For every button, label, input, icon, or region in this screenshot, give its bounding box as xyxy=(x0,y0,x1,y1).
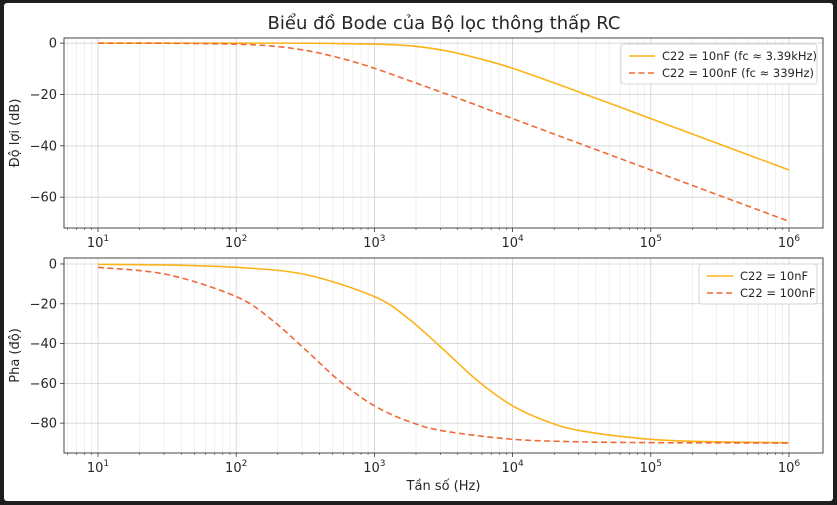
x-tick-label: 105 xyxy=(640,234,662,251)
legend-label: C22 = 100nF (fc ≈ 339Hz) xyxy=(662,66,814,80)
x-axis-label: Tần số (Hz) xyxy=(406,479,481,494)
x-tick-label: 101 xyxy=(87,459,109,476)
legend-label: C22 = 10nF xyxy=(740,269,808,283)
series-line-2 xyxy=(97,42,790,223)
legend: C22 = 10nF (fc ≈ 3.39kHz) C22 = 100nF (fc… xyxy=(620,43,818,85)
x-tick-label: 102 xyxy=(225,234,247,251)
x-tick-label: 105 xyxy=(640,459,662,476)
x-tick-label: 106 xyxy=(778,234,801,251)
y-tick-label: −20 xyxy=(30,297,57,312)
legend-label: C22 = 100nF xyxy=(740,286,815,300)
x-tick-label: 101 xyxy=(87,234,109,251)
y-tick-label: 0 xyxy=(49,257,57,272)
y-tick-label: −60 xyxy=(30,191,57,206)
x-tick-label: 106 xyxy=(778,459,801,476)
bode-chart: Biểu đồ Bode của Bộ lọc thông thấp RC 10… xyxy=(8,13,824,494)
y-tick-label: −40 xyxy=(30,337,57,352)
legend: C22 = 10nF C22 = 100nF xyxy=(698,263,818,305)
axes-frame xyxy=(63,257,824,454)
x-tick-label: 104 xyxy=(501,234,524,251)
panel-2: 101 102 103 104 105 106 0 −20 −40 −60 −80 Pha (độ) T… xyxy=(8,257,824,494)
y-axis-label: Độ lợi (dB) xyxy=(8,99,23,168)
y-tick-label: −40 xyxy=(30,139,57,154)
y-tick-label: −80 xyxy=(30,417,57,432)
series-line-1 xyxy=(97,42,790,171)
series-line-1 xyxy=(97,263,790,444)
y-axis-label: Pha (độ) xyxy=(8,328,23,383)
x-tick-label: 103 xyxy=(363,234,385,251)
axes-frame xyxy=(63,37,824,229)
x-tick-label: 103 xyxy=(363,459,385,476)
series-line-2 xyxy=(97,266,790,444)
y-tick-label: −60 xyxy=(30,377,57,392)
x-tick-label: 104 xyxy=(501,459,524,476)
legend-box xyxy=(698,263,818,305)
y-tick-label: −20 xyxy=(30,88,57,103)
panel-1: 101 102 103 104 105 106 0 −20 −40 −60 Độ lợi (dB) C… xyxy=(8,37,824,251)
chart-figure: Biểu đồ Bode của Bộ lọc thông thấp RC 10… xyxy=(4,3,833,501)
x-tick-label: 102 xyxy=(225,459,247,476)
y-tick-label: 0 xyxy=(49,37,57,52)
chart-title: Biểu đồ Bode của Bộ lọc thông thấp RC xyxy=(268,13,621,34)
legend-label: C22 = 10nF (fc ≈ 3.39kHz) xyxy=(662,49,817,63)
legend-box xyxy=(620,43,818,85)
